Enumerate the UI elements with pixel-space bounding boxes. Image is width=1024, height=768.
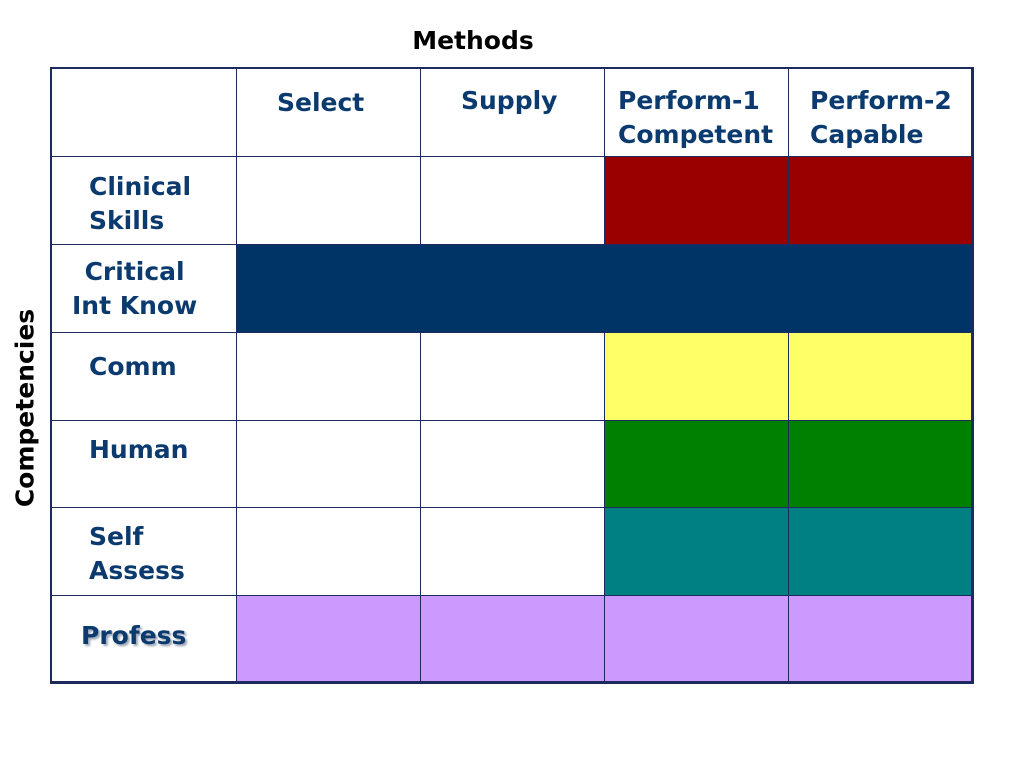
row-header-critical bbox=[52, 245, 237, 333]
competencies-axis-label: Competencies bbox=[10, 308, 40, 508]
cell-clinical-supply bbox=[421, 157, 605, 245]
column-header-perform-2 bbox=[789, 69, 972, 157]
row-label-critical: Critical Int Know bbox=[72, 257, 198, 320]
cell-comm-supply bbox=[421, 333, 605, 421]
row-header-profess bbox=[52, 596, 237, 682]
cell-self-perform-2 bbox=[789, 508, 972, 596]
competency-method-grid: Select Supply Perform-1 Competent Perform-2 C… bbox=[50, 67, 974, 684]
cell-clinical-perform-2 bbox=[789, 157, 972, 245]
cell-human-supply bbox=[421, 421, 605, 508]
row-label-profess: Profess bbox=[81, 621, 187, 650]
row-label-clinical: Clinical Skills bbox=[89, 172, 192, 235]
column-header-supply bbox=[421, 69, 605, 157]
row-header-comm bbox=[52, 333, 237, 421]
diagram-title: Methods bbox=[412, 26, 534, 55]
row-bar-critical bbox=[237, 245, 972, 333]
cell-human-perform-1 bbox=[605, 421, 789, 508]
column-header-label-select: Select bbox=[277, 88, 365, 117]
cell-comm-perform-2 bbox=[789, 333, 972, 421]
column-header-label-perform-2: Perform-2 Capable bbox=[810, 86, 952, 149]
cell-human-select bbox=[237, 421, 421, 508]
cell-self-supply bbox=[421, 508, 605, 596]
cell-self-select bbox=[237, 508, 421, 596]
row-label-human: Human bbox=[89, 435, 189, 464]
column-header-perform-1 bbox=[605, 69, 789, 157]
cell-profess-select bbox=[237, 596, 421, 682]
cell-profess-perform-1 bbox=[605, 596, 789, 682]
header-corner-cell bbox=[52, 69, 237, 157]
row-header-clinical bbox=[52, 157, 237, 245]
cell-clinical-select bbox=[237, 157, 421, 245]
row-label-comm: Comm bbox=[89, 352, 177, 381]
cell-profess-supply bbox=[421, 596, 605, 682]
row-header-human bbox=[52, 421, 237, 508]
cell-comm-perform-1 bbox=[605, 333, 789, 421]
cell-comm-select bbox=[237, 333, 421, 421]
cell-profess-perform-2 bbox=[789, 596, 972, 682]
cell-human-perform-2 bbox=[789, 421, 972, 508]
column-header-label-supply: Supply bbox=[461, 86, 558, 115]
row-label-self: Self Assess bbox=[89, 522, 185, 585]
cell-clinical-perform-1 bbox=[605, 157, 789, 245]
row-header-self bbox=[52, 508, 237, 596]
column-header-select bbox=[237, 69, 421, 157]
column-header-label-perform-1: Perform-1 Competent bbox=[618, 86, 774, 149]
cell-self-perform-1 bbox=[605, 508, 789, 596]
